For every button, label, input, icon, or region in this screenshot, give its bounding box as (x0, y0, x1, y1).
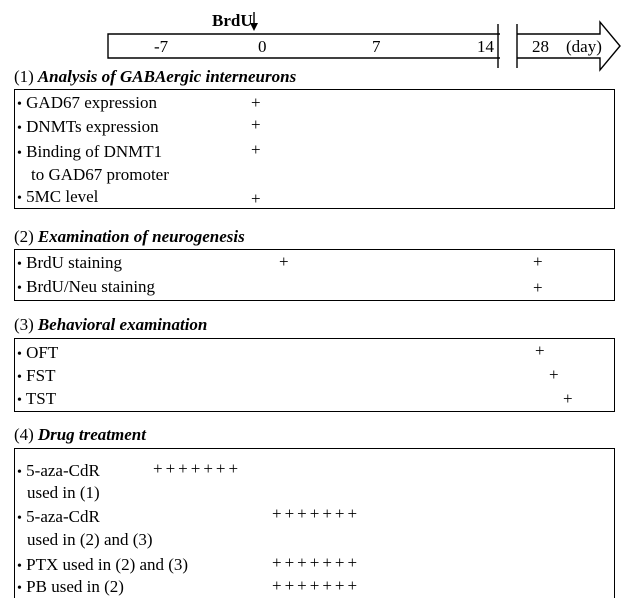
bullet-icon: • (17, 559, 22, 574)
list-item: • PB used in (2) (17, 577, 124, 599)
plus-marks: +++++++ (153, 459, 242, 478)
plus-mark: + (563, 389, 573, 408)
list-item: • DNMTs expression (17, 117, 159, 139)
section-title: Examination of neurogenesis (37, 227, 245, 246)
timeline-arrow-graphic (107, 12, 621, 72)
plus-mark: + (533, 252, 543, 271)
plus-mark: + (533, 278, 543, 297)
bullet-icon: • (17, 257, 22, 272)
list-item: • 5-aza-CdR (17, 461, 100, 483)
list-item: • GAD67 expression (17, 93, 157, 115)
tick-label-14: 14 (477, 37, 494, 56)
plus-marks: +++++++ (272, 553, 361, 572)
plus-mark: + (535, 341, 545, 360)
plus-mark: + (251, 189, 261, 208)
section-1-heading: (1) Analysis of GABAergic interneurons (14, 67, 296, 87)
plus-mark: + (279, 252, 289, 271)
item-text-continued: to GAD67 promoter (31, 165, 169, 184)
bullet-icon: • (17, 97, 22, 112)
plus-marks: +++++++ (272, 504, 361, 523)
item-text: BrdU staining (26, 253, 123, 272)
bullet-icon: • (17, 281, 22, 296)
item-text: TST (25, 389, 57, 408)
bullet-icon: • (17, 121, 22, 136)
bullet-icon: • (17, 146, 22, 161)
unit-label: (day) (566, 37, 602, 56)
bullet-icon: • (17, 581, 22, 596)
item-text: 5-aza-CdR (26, 461, 100, 480)
tick-label-minus7: -7 (154, 37, 169, 56)
section-number: (1) (14, 67, 34, 86)
list-item: • PTX used in (2) and (3) (17, 555, 188, 577)
item-text: OFT (26, 343, 59, 362)
tick-label-7: 7 (372, 37, 381, 56)
bullet-icon: • (17, 511, 22, 526)
list-item: • FST (17, 366, 55, 388)
item-text: FST (26, 366, 56, 385)
section-4-heading: (4) Drug treatment (14, 425, 146, 445)
plus-mark: + (251, 140, 261, 159)
item-text: PTX used in (2) and (3) (26, 555, 189, 574)
plus-mark: + (549, 365, 559, 384)
section-2-heading: (2) Examination of neurogenesis (14, 227, 245, 247)
section-3-heading: (3) Behavioral examination (14, 315, 207, 335)
item-text-continued: used in (2) and (3) (27, 530, 153, 549)
list-item: • Binding of DNMT1 (17, 142, 162, 164)
plus-mark: + (251, 115, 261, 134)
item-text: 5MC level (26, 187, 99, 206)
list-item: • BrdU/Neu staining (17, 277, 155, 299)
item-text: BrdU/Neu staining (26, 277, 156, 296)
list-item: • 5-aza-CdR (17, 507, 100, 529)
bullet-icon: • (17, 370, 22, 385)
plus-marks: +++++++ (272, 576, 361, 595)
section-number: (3) (14, 315, 34, 334)
item-text-continued: used in (1) (27, 483, 100, 502)
section-1-box (14, 89, 615, 209)
section-number: (2) (14, 227, 34, 246)
section-number: (4) (14, 425, 34, 444)
section-4-box (14, 448, 615, 598)
item-text: 5-aza-CdR (26, 507, 100, 526)
section-title: Drug treatment (37, 425, 146, 444)
section-2-box (14, 249, 615, 301)
item-text: PB used in (2) (26, 577, 124, 596)
tick-label-0: 0 (258, 37, 267, 56)
item-text: GAD67 expression (26, 93, 157, 112)
bullet-icon: • (17, 465, 22, 480)
bullet-icon: • (17, 191, 22, 206)
item-text: DNMTs expression (26, 117, 159, 136)
tick-label-28: 28 (532, 37, 549, 56)
list-item: • TST (17, 389, 56, 411)
list-item: • OFT (17, 343, 58, 365)
bullet-icon: • (17, 393, 22, 408)
brdu-marker-label: BrdU (212, 11, 253, 30)
section-title: Analysis of GABAergic interneurons (37, 67, 297, 86)
bullet-icon: • (17, 347, 22, 362)
item-text: Binding of DNMT1 (26, 142, 163, 161)
plus-mark: + (251, 93, 261, 112)
section-3-box (14, 338, 615, 412)
section-title: Behavioral examination (37, 315, 208, 334)
list-item: • 5MC level (17, 187, 98, 209)
list-item: • BrdU staining (17, 253, 122, 275)
